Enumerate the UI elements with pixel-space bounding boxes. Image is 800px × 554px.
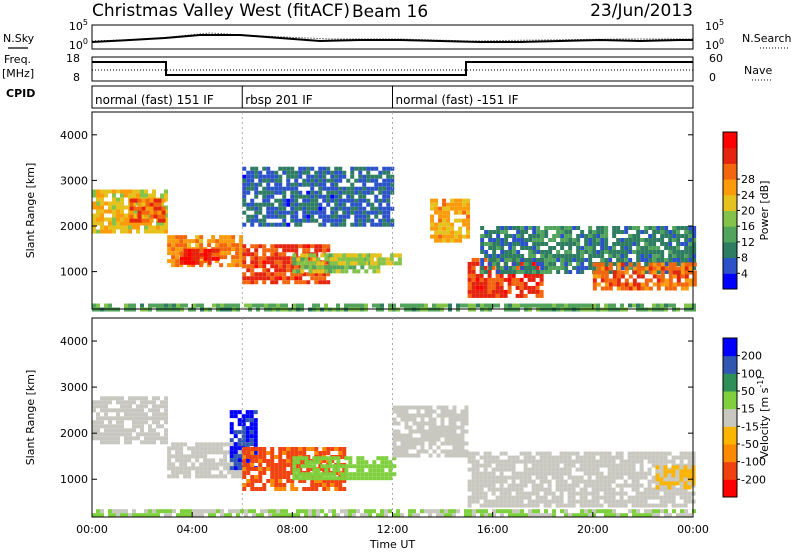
velocity-panel-colorbar-label: Velocity [m s-1]: [756, 377, 771, 459]
freq-right-tick-bottom: 0: [709, 71, 716, 84]
power-panel-colorbar-swatch: [723, 194, 737, 211]
power-panel-y-tick-label: 2000: [60, 220, 88, 233]
power-panel-colorbar-swatch: [723, 226, 737, 243]
x-tick-label: 00:00: [677, 523, 709, 536]
power-panel-echo-region: [92, 303, 696, 312]
velocity-panel-colorbar-tick-label: -200: [741, 473, 766, 486]
velocity-panel-colorbar-swatch: [723, 461, 737, 480]
power-panel-colorbar-tick-label: 8: [741, 252, 748, 265]
noise-right-tick-bottom: 100: [705, 37, 724, 52]
noise-search-trace: [91, 32, 693, 42]
velocity-panel-colorbar-tick-label: -50: [741, 438, 759, 451]
velocity-panel-colorbar-tick-label: 50: [741, 385, 755, 398]
power-panel-colorbar-swatch: [723, 273, 737, 290]
velocity-panel-colorbar-tick-label: 15: [741, 403, 755, 416]
power-panel-colorbar-tick-label: 4: [741, 267, 748, 280]
velocity-panel-colorbar-swatch: [723, 444, 737, 463]
x-tick-label: 20:00: [577, 523, 609, 536]
velocity-panel-colorbar-swatch: [723, 373, 737, 392]
power-panel-colorbar-swatch: [723, 147, 737, 164]
velocity-panel-echo-region: [292, 456, 397, 481]
freq-left-tick-top: 18: [66, 52, 80, 65]
velocity-panel-y-tick-label: 3000: [60, 381, 88, 394]
nsky-label: N.Sky: [3, 32, 35, 45]
cpid-label: CPID: [6, 87, 35, 100]
power-panel-echo-region: [592, 262, 697, 291]
power-panel-echo-region: [242, 166, 395, 227]
power-panel-echo-region: [129, 198, 166, 223]
cpid-mode-label: rbsp 201 IF: [245, 93, 312, 107]
velocity-panel-colorbar-tick-label: -100: [741, 456, 766, 469]
velocity-panel-colorbar-frame: [722, 337, 738, 498]
power-panel-colorbar-label: Power [dB]: [758, 181, 771, 241]
freq-right-tick-top: 60: [709, 52, 723, 65]
freq-panel-frame: [91, 56, 694, 82]
velocity-panel-colorbar-swatch: [723, 391, 737, 410]
freq-unit-label: [MHz]: [2, 67, 34, 80]
velocity-panel-colorbar-swatch: [723, 479, 737, 498]
power-panel-y-axis-label: Slant Range [km]: [24, 163, 37, 259]
velocity-panel-colorbar-swatch: [723, 426, 737, 445]
cpid-mode-label: normal (fast) -151 IF: [396, 93, 519, 107]
x-tick-label: 12:00: [377, 523, 409, 536]
power-panel: 1000 2000 3000 4000 Slant Range [km] 4 8 12 16 20…: [24, 111, 771, 312]
velocity-panel-colorbar-tick-label: 100: [741, 367, 762, 380]
power-panel-y-tick-label: 1000: [60, 266, 88, 279]
x-tick-label: 16:00: [477, 523, 509, 536]
power-panel-colorbar-tick-label: 28: [741, 173, 755, 186]
power-panel-colorbar-swatch: [723, 132, 737, 149]
power-panel-y-tick-label: 4000: [60, 129, 88, 142]
power-panel-colorbar-swatch: [723, 210, 737, 227]
x-tick-label: 04:00: [176, 523, 208, 536]
velocity-panel-echo-region: [92, 509, 696, 518]
station-title: Christmas Valley West (fitACF): [92, 1, 350, 21]
noise-right-tick-top: 105: [705, 18, 724, 33]
noise-left-tick-top: 105: [69, 18, 88, 33]
noise-left-tick-bottom: 100: [69, 37, 88, 52]
power-panel-colorbar-tick-label: 24: [741, 189, 755, 202]
nave-label: Nave: [744, 64, 772, 77]
x-axis-label: Time UT: [369, 538, 415, 551]
velocity-panel-echo-region: [167, 442, 244, 479]
x-tick-label: 08:00: [276, 523, 308, 536]
power-panel-y-tick-label: 3000: [60, 174, 88, 187]
power-panel-colorbar-tick-label: 20: [741, 205, 755, 218]
power-panel-echo-region: [480, 226, 697, 275]
power-panel-echo-region: [92, 189, 168, 234]
velocity-panel-echo-region: [392, 405, 469, 458]
cpid-mode-label: normal (fast) 151 IF: [95, 93, 214, 107]
velocity-panel-colorbar-tick-label: -15: [741, 420, 759, 433]
power-panel-colorbar-tick-label: 12: [741, 236, 755, 249]
freq-left-tick-bottom: 8: [73, 71, 80, 84]
freq-label: Freq.: [4, 53, 31, 66]
velocity-panel-echo-region: [92, 396, 168, 445]
power-panel-colorbar-swatch: [723, 179, 737, 196]
power-panel-echo-region: [430, 198, 471, 243]
freq-trace: [92, 61, 693, 76]
velocity-panel-colorbar-tick-label: 200: [741, 350, 762, 363]
power-panel-colorbar-swatch: [723, 163, 737, 180]
beam-label: Beam 16: [352, 2, 428, 22]
x-tick-label: 00:00: [76, 523, 108, 536]
velocity-panel-colorbar-swatch: [723, 338, 737, 357]
velocity-panel: 1000 2000 3000 4000 Slant Range [km] -200 -100…: [24, 317, 771, 551]
noise-panel-frame: [91, 24, 694, 50]
power-panel-echo-region: [179, 248, 220, 265]
velocity-panel-colorbar-swatch: [723, 408, 737, 427]
nsearch-label: N.Search: [742, 32, 792, 45]
cpid-modes: normal (fast) 151 IF rbsp 201 IF normal (f…: [95, 86, 519, 108]
noise-sky-trace: [91, 34, 693, 43]
date-label: 23/Jun/2013: [590, 1, 693, 21]
velocity-panel-y-tick-label: 4000: [60, 335, 88, 348]
velocity-panel-colorbar-swatch: [723, 355, 737, 374]
power-panel-echo-region: [329, 253, 402, 266]
power-panel-colorbar-swatch: [723, 257, 737, 274]
power-panel-colorbar-swatch: [723, 241, 737, 259]
velocity-panel-y-tick-label: 1000: [60, 473, 88, 486]
velocity-panel-y-axis-label: Slant Range [km]: [24, 370, 37, 466]
velocity-panel-y-tick-label: 2000: [60, 427, 88, 440]
power-panel-colorbar-tick-label: 16: [741, 220, 755, 233]
